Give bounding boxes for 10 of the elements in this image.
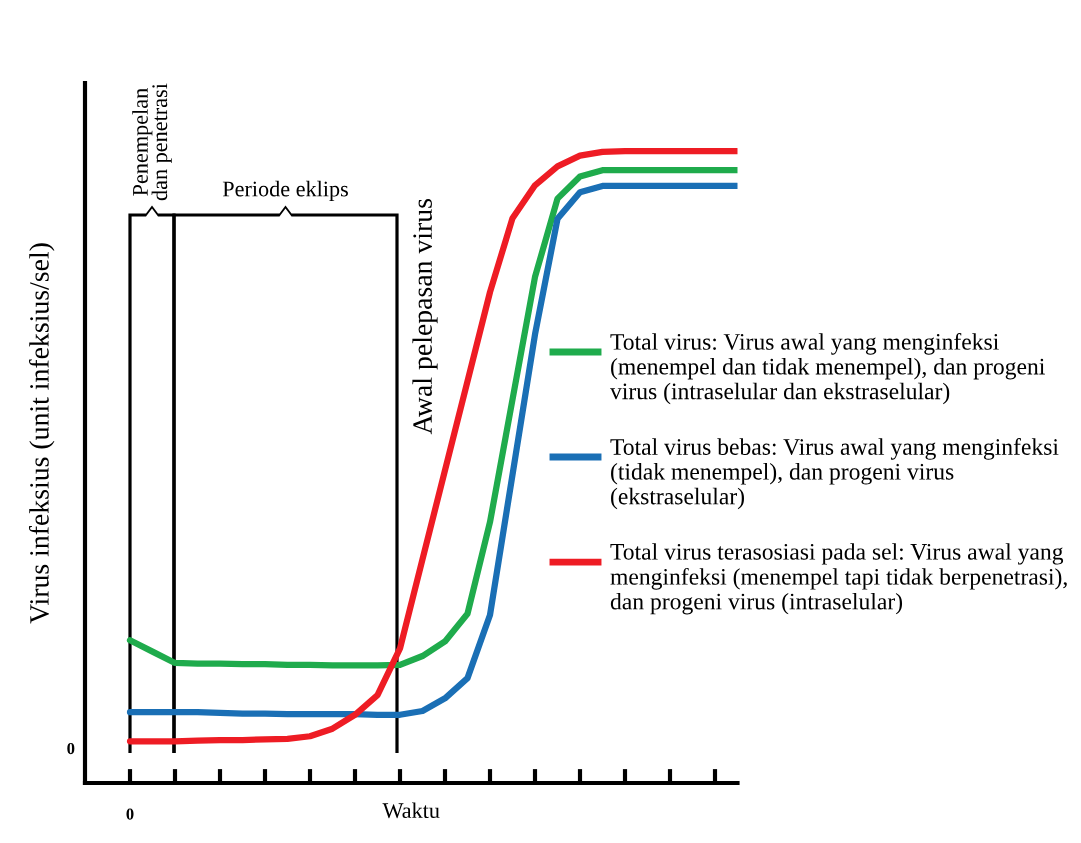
annotation: Penempelan dan penetrasi: [132, 83, 172, 201]
legend-label: Total virus terasosiasi pada sel: Virus awal yang menginfeksi (menempel tapi tidak berpenetrasi), dan progeni virus (intraselular): [610, 543, 1067, 615]
legend-label: Total virus bebas: Virus awal yang menginfeksi (tidak menempel), dan progeni virus (ekstraselular): [610, 438, 1059, 510]
x-axis-title: Waktu: [382, 802, 440, 819]
y-axis-title: Virus infeksius (unit infeksius/sel): [28, 243, 55, 624]
text: 0: [67, 742, 75, 755]
legend-label: Total virus: Virus awal yang menginfeksi (menempel dan tidak menempel), dan progeni virus (intraselular dan ekstraselular): [610, 333, 1045, 405]
annotation: Awal pelepasan virus: [412, 199, 438, 435]
annotation: Periode eklips: [222, 180, 348, 201]
text: 0: [126, 808, 134, 820]
